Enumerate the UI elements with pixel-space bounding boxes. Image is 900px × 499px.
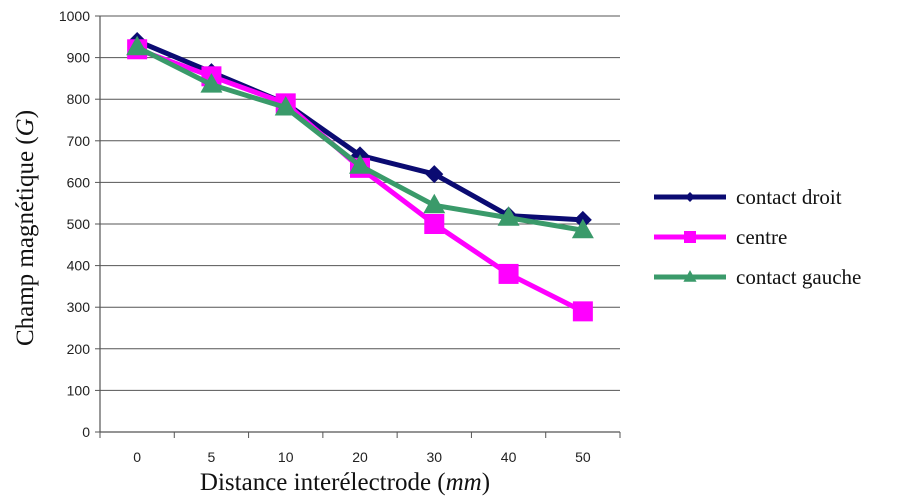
legend-entry: contact gauche	[654, 265, 861, 289]
data-point	[274, 96, 297, 116]
data-point	[497, 206, 520, 226]
gridlines	[100, 15, 620, 391]
y-tick-label: 0	[82, 424, 90, 440]
y-tick-label: 100	[67, 382, 91, 398]
y-tick-label: 600	[67, 174, 91, 190]
y-axis-title: Champ magnétique (G)	[12, 110, 39, 346]
data-point	[126, 35, 149, 56]
legend-label: contact gauche	[736, 265, 861, 289]
data-point	[498, 263, 519, 284]
data-point	[684, 231, 696, 243]
data-point	[571, 218, 594, 239]
y-tick-label: 200	[67, 341, 91, 357]
data-point	[423, 193, 446, 214]
legend-label: centre	[736, 225, 787, 249]
y-tick-label: 400	[67, 258, 91, 274]
legend: contact droit centre contact gauche	[654, 185, 861, 289]
series-contact-gauche	[126, 35, 594, 239]
series-centre	[127, 39, 593, 322]
data-point	[349, 154, 371, 174]
data-point	[685, 192, 695, 202]
y-tick-label: 800	[67, 91, 91, 107]
y-tick-label: 500	[67, 216, 91, 232]
data-point	[425, 165, 444, 184]
x-tick-label: 0	[133, 449, 141, 465]
data-point	[572, 301, 593, 322]
x-axis-title: Distance interélectrode (mm)	[200, 469, 490, 496]
y-tick-label: 1000	[59, 8, 90, 24]
x-tick-label: 10	[278, 449, 294, 465]
data-point	[683, 270, 697, 282]
x-tick-label: 40	[501, 449, 517, 465]
x-tick-label: 5	[208, 449, 216, 465]
legend-label: contact droit	[736, 185, 842, 209]
x-tick-label: 30	[426, 449, 442, 465]
y-tick-label: 700	[67, 133, 91, 149]
data-point	[200, 73, 223, 93]
data-point	[424, 214, 445, 234]
legend-entry: centre	[654, 225, 787, 249]
y-tick-label: 900	[67, 50, 91, 66]
y-tick-label: 300	[67, 299, 91, 315]
legend-entry: contact droit	[654, 185, 842, 209]
series-contact-droit	[128, 31, 592, 229]
x-tick-label: 50	[575, 449, 591, 465]
x-tick-label: 20	[352, 449, 368, 465]
x-tick-labels: 0 5 10 20 30 40 50	[133, 449, 591, 465]
y-tick-labels: 0 100 200 300 400 500 600 700 800 900 1000	[59, 8, 90, 440]
series-lines	[126, 31, 594, 322]
axes	[95, 15, 621, 438]
